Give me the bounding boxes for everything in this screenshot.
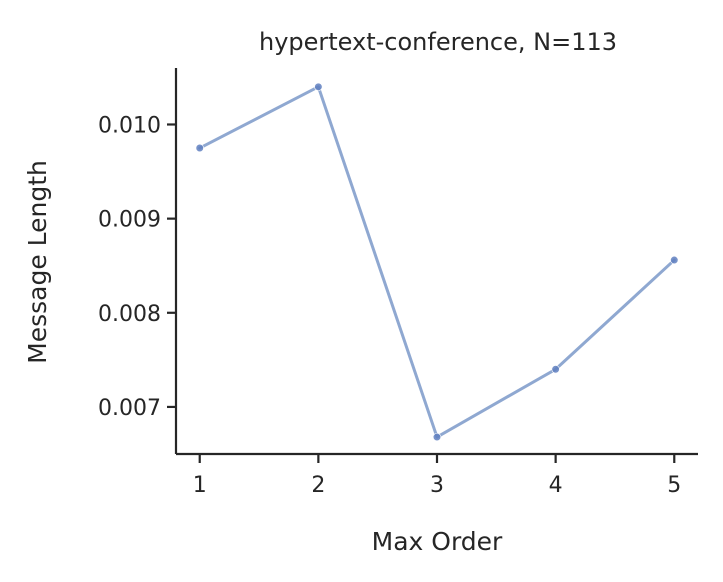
- y-axis-label: Message Length: [23, 160, 52, 364]
- x-tick-label: 5: [667, 473, 681, 498]
- data-point: [670, 255, 679, 265]
- x-tick-label: 4: [549, 473, 563, 498]
- x-axis-label: Max Order: [372, 527, 503, 556]
- chart-title: hypertext-conference, N=113: [259, 28, 617, 56]
- x-tick-label: 3: [430, 473, 444, 498]
- data-point: [551, 365, 560, 374]
- y-tick-label: 0.010: [98, 113, 161, 138]
- y-tick-label: 0.008: [98, 302, 161, 327]
- x-tick-label: 2: [311, 473, 325, 498]
- y-tick-label: 0.007: [98, 396, 161, 421]
- data-point: [195, 143, 204, 153]
- data-point: [314, 82, 323, 91]
- series-line: [198, 85, 676, 439]
- x-tick-label: 1: [193, 473, 207, 498]
- y-tick-label: 0.009: [98, 208, 161, 233]
- data-point: [432, 432, 442, 442]
- plot-area: 1 2 3 4 5 0.007 0.008 0.009 0.010: [98, 68, 698, 498]
